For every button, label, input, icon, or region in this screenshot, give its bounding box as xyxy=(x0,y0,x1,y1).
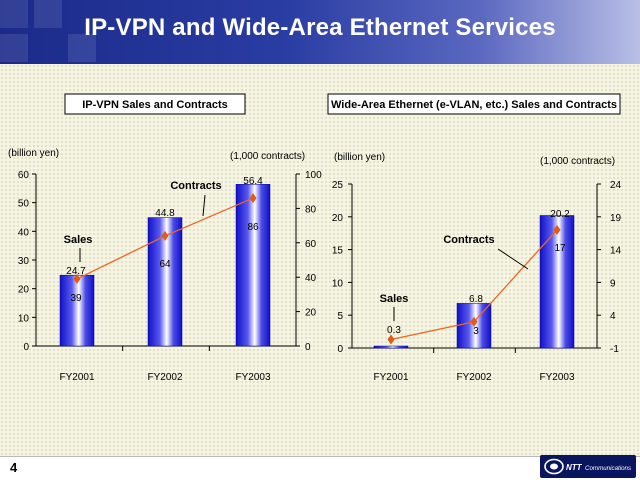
contracts-value-label: 64 xyxy=(159,259,171,270)
left-tick-label: 20 xyxy=(332,213,344,224)
sales-bar xyxy=(539,215,575,349)
sales-value-label: 0.3 xyxy=(387,325,401,336)
left-tick-label: 10 xyxy=(18,313,30,324)
category-label: FY2003 xyxy=(539,372,574,383)
right-tick-label: 100 xyxy=(305,170,322,181)
chart-title: IP-VPN Sales and Contracts xyxy=(82,99,228,111)
category-label: FY2003 xyxy=(235,372,270,383)
right-tick-label: 14 xyxy=(610,246,622,257)
left-tick-label: 20 xyxy=(18,285,30,296)
right-axis-unit: (1,000 contracts) xyxy=(230,151,305,162)
right-tick-label: 0 xyxy=(305,342,311,353)
chart-title-box xyxy=(327,93,621,115)
left-tick-label: 15 xyxy=(332,246,344,257)
contracts-value-label: 17 xyxy=(554,243,566,254)
left-axis-unit: (billion yen) xyxy=(334,152,385,163)
header-decoration xyxy=(68,34,96,62)
sales-value-label: 56.4 xyxy=(243,176,263,187)
contracts-marker xyxy=(73,273,81,284)
sales-value-label: 44.8 xyxy=(155,208,175,219)
contracts-value-label: 39 xyxy=(70,293,82,304)
contracts-callout-leader xyxy=(202,194,206,217)
sales-value-label: 20.2 xyxy=(550,209,570,220)
chart-title: Wide-Area Ethernet (e-VLAN, etc.) Sales … xyxy=(331,99,617,111)
page-number: 4 xyxy=(10,460,18,475)
left-tick-label: 0 xyxy=(337,344,343,355)
left-tick-label: 60 xyxy=(18,170,30,181)
header-decoration xyxy=(0,34,28,62)
left-tick-label: 50 xyxy=(18,199,30,210)
right-tick-label: 60 xyxy=(305,239,317,250)
category-label: FY2002 xyxy=(147,372,182,383)
charts-canvas: IP-VPN Sales and Contracts (billion yen) (… xyxy=(8,93,622,383)
category-label: FY2001 xyxy=(59,372,94,383)
right-axis-unit: (1,000 contracts) xyxy=(540,156,615,167)
sales-bar xyxy=(59,274,95,347)
right-tick-label: 24 xyxy=(610,180,622,191)
left-tick-label: 10 xyxy=(332,278,344,289)
right-tick-label: 20 xyxy=(305,308,317,319)
right-tick-label: 9 xyxy=(610,278,616,289)
sales-callout: Sales xyxy=(64,234,93,246)
right-tick-label: 80 xyxy=(305,204,317,215)
right-tick-label: -1 xyxy=(610,344,619,355)
svg-text:NTT: NTT xyxy=(566,463,583,472)
contracts-value-label: 86 xyxy=(247,222,259,233)
chart-title-box xyxy=(64,93,246,115)
slide-header xyxy=(0,0,640,64)
content-area xyxy=(0,64,640,456)
header-decoration xyxy=(34,0,62,28)
sales-value-label: 6.8 xyxy=(469,294,483,305)
left-axis-unit: (billion yen) xyxy=(8,148,59,159)
contracts-marker xyxy=(553,224,561,235)
contracts-marker xyxy=(249,193,257,204)
left-tick-label: 40 xyxy=(18,227,30,238)
footer-divider xyxy=(0,456,640,457)
contracts-marker xyxy=(387,334,395,345)
left-tick-label: 30 xyxy=(18,256,30,267)
sales-value-label: 24.7 xyxy=(66,266,86,277)
sales-bar xyxy=(373,345,409,349)
ntt-communications-logo: NTT Communications xyxy=(540,455,636,478)
left-tick-label: 0 xyxy=(23,342,29,353)
sales-callout: Sales xyxy=(380,293,409,305)
header-decoration xyxy=(0,0,28,28)
contracts-marker xyxy=(161,230,169,241)
contracts-marker xyxy=(470,316,478,327)
slide-title: IP-VPN and Wide-Area Ethernet Services xyxy=(84,14,556,41)
contracts-value-label: 3 xyxy=(473,326,479,337)
category-label: FY2001 xyxy=(373,372,408,383)
right-tick-label: 4 xyxy=(610,311,616,322)
right-tick-label: 19 xyxy=(610,213,622,224)
contracts-callout: Contracts xyxy=(443,234,494,246)
sales-bar xyxy=(235,184,271,347)
left-tick-label: 5 xyxy=(337,311,343,322)
category-label: FY2002 xyxy=(456,372,491,383)
left-tick-label: 25 xyxy=(332,180,344,191)
contracts-callout-leader xyxy=(497,248,529,270)
contracts-callout: Contracts xyxy=(170,180,221,192)
svg-text:Communications: Communications xyxy=(585,465,631,472)
right-tick-label: 40 xyxy=(305,273,317,284)
